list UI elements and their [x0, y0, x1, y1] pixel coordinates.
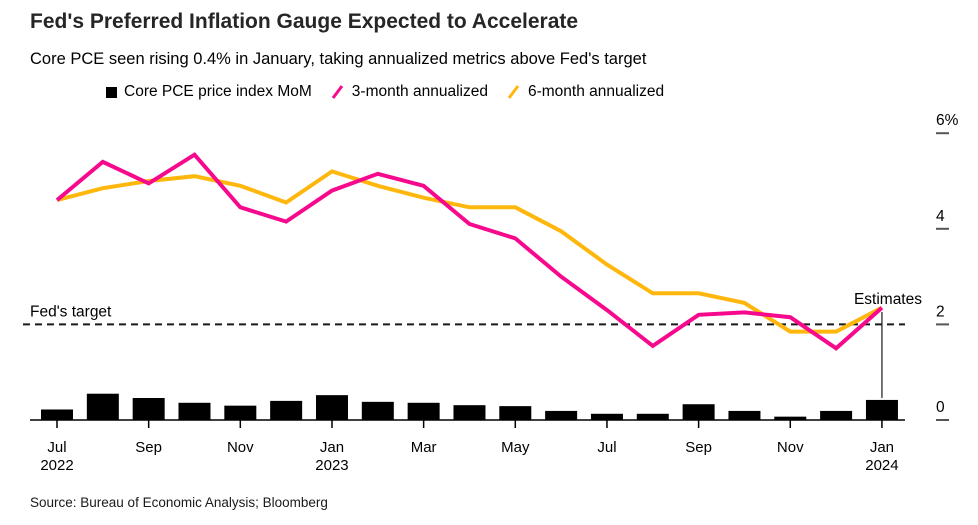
bar-nov-2023 [774, 416, 807, 420]
x-tick-year-label: 2023 [315, 457, 348, 474]
bar-feb-2023 [361, 401, 394, 420]
x-tick-month-label: Jan [320, 439, 344, 456]
bar-oct-2022 [178, 402, 211, 420]
x-tick-month-label: Sep [135, 439, 162, 456]
bar-mar-2023 [407, 402, 440, 420]
bar-oct-2023 [728, 410, 761, 420]
line-3-month-annualized [55, 152, 884, 351]
bar-jul-2022 [41, 409, 73, 420]
y-tick-label: 0 [936, 399, 945, 416]
x-tick-month-label: May [501, 439, 530, 456]
bar-jun-2023 [545, 410, 578, 420]
pink-slash-swatch-icon [331, 84, 345, 100]
x-tick-month-label: Sep [685, 439, 712, 456]
black-square-swatch-icon [106, 86, 117, 98]
legend-label-6-month: 6-month annualized [527, 83, 665, 100]
y-tick-label: 2 [936, 303, 945, 320]
legend-item-core-pce: Core PCE price index MoM [106, 83, 312, 101]
bar-jan-2024 [865, 399, 898, 420]
x-tick-month-label: Mar [411, 439, 437, 456]
legend-label-core-pce: Core PCE price index MoM [124, 83, 312, 100]
legend-item-6-month: 6-month annualized [507, 83, 664, 101]
source-credit: Source: Bureau of Economic Analysis; Blo… [30, 495, 328, 510]
x-tick-month-label: Jul [597, 439, 616, 456]
bar-dec-2022 [270, 400, 303, 420]
line-6-month-annualized [56, 169, 883, 334]
chart-title: Fed's Preferred Inflation Gauge Expected… [30, 10, 579, 33]
bar-dec-2023 [820, 410, 853, 420]
bar-apr-2023 [453, 405, 486, 420]
x-tick-month-label: Nov [777, 439, 804, 456]
legend-label-3-month: 3-month annualized [351, 83, 488, 100]
fed-target-label: Fed's target [30, 303, 112, 320]
x-tick-year-label: 2024 [865, 457, 898, 474]
estimates-label: Estimates [854, 291, 922, 308]
bar-nov-2022 [224, 405, 257, 420]
bar-sep-2022 [132, 398, 165, 420]
chart-subtitle: Core PCE seen rising 0.4% in January, ta… [30, 50, 647, 68]
y-tick-label: 4 [936, 208, 945, 225]
legend: Core PCE price index MoM 3-month annuali… [106, 83, 664, 101]
bar-sep-2023 [682, 404, 715, 420]
yellow-slash-swatch-icon [507, 84, 521, 100]
y-tick-label: 6% [936, 112, 959, 129]
x-tick-month-label: Jul [47, 439, 66, 456]
x-tick-month-label: Nov [227, 439, 254, 456]
x-tick-month-label: Jan [870, 439, 894, 456]
bar-jan-2023 [315, 395, 348, 420]
bar-jul-2023 [590, 413, 623, 420]
bar-aug-2023 [636, 413, 669, 420]
legend-item-3-month: 3-month annualized [331, 83, 488, 101]
x-tick-year-label: 2022 [40, 457, 73, 474]
bar-aug-2022 [86, 393, 119, 420]
bar-may-2023 [499, 406, 532, 420]
